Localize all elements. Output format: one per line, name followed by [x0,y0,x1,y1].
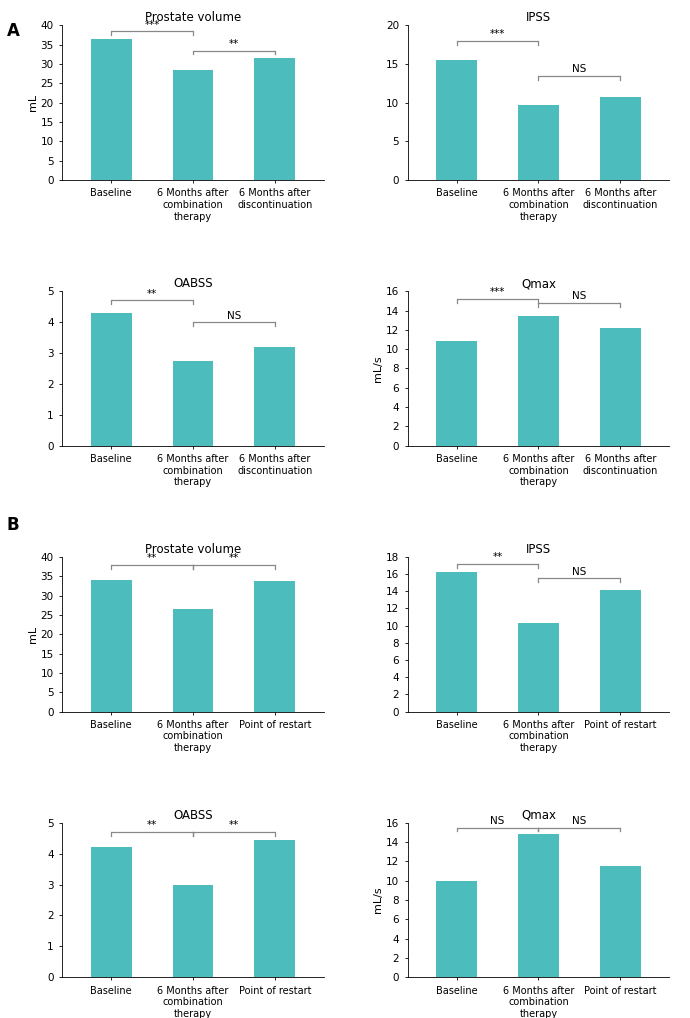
Title: IPSS: IPSS [526,11,551,24]
Text: NS: NS [491,816,504,826]
Text: **: ** [228,553,239,563]
Text: **: ** [493,553,503,562]
Text: **: ** [228,821,239,831]
Bar [90,39,132,180]
Y-axis label: mL/s: mL/s [373,355,383,382]
Bar [255,58,295,180]
Bar [436,341,477,446]
Text: NS: NS [572,567,586,577]
Text: NS: NS [227,310,241,321]
Text: A: A [7,22,20,41]
Bar [436,881,477,977]
Bar [90,847,132,977]
Title: IPSS: IPSS [526,543,551,556]
Bar [600,328,641,446]
Text: ***: *** [490,30,505,40]
Bar [518,623,559,712]
Y-axis label: mL: mL [28,626,38,642]
Bar [90,313,132,446]
Text: **: ** [147,553,157,563]
Bar [436,571,477,712]
Bar [172,360,213,446]
Text: NS: NS [572,291,586,301]
Title: OABSS: OABSS [173,808,213,822]
Bar [255,347,295,446]
Title: Qmax: Qmax [521,808,556,822]
Title: Prostate volume: Prostate volume [145,543,241,556]
Text: NS: NS [572,64,586,74]
Y-axis label: mL: mL [28,94,38,111]
Bar [172,885,213,977]
Y-axis label: mL/s: mL/s [373,887,383,913]
Text: **: ** [147,821,157,831]
Text: NS: NS [572,816,586,826]
Title: OABSS: OABSS [173,277,213,290]
Text: B: B [7,516,19,534]
Bar [90,580,132,712]
Bar [518,835,559,977]
Text: ***: *** [490,287,505,297]
Bar [518,317,559,446]
Title: Prostate volume: Prostate volume [145,11,241,24]
Bar [436,60,477,180]
Bar [518,105,559,180]
Bar [255,581,295,712]
Text: **: ** [228,39,239,49]
Bar [172,70,213,180]
Text: **: ** [147,289,157,299]
Bar [255,840,295,977]
Title: Qmax: Qmax [521,277,556,290]
Text: ***: *** [144,19,160,30]
Bar [172,609,213,712]
Bar [600,97,641,180]
Bar [600,866,641,977]
Bar [600,589,641,712]
